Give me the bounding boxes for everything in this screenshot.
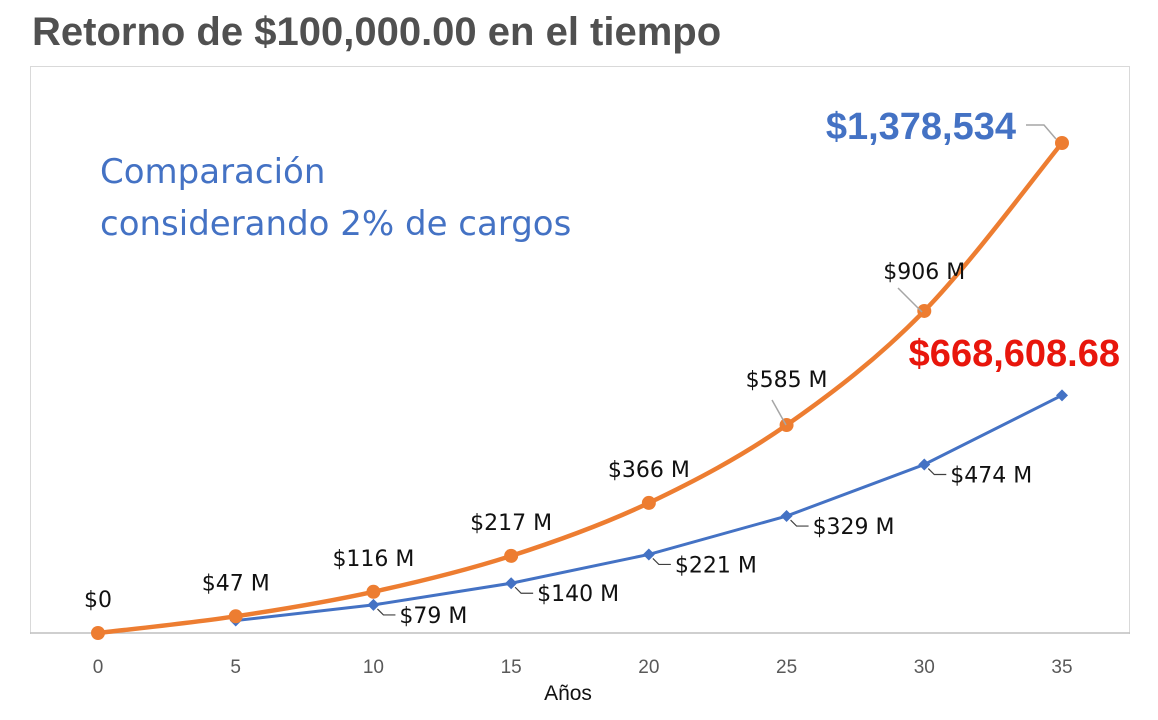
x-axis-title: Años: [544, 682, 592, 705]
data-label-a: $217 M: [470, 511, 552, 536]
final-value-label-b: $668,608.68: [909, 333, 1120, 375]
data-label-a: $47 M: [202, 571, 270, 596]
data-label-a: $585 M: [746, 368, 828, 393]
leader-line: [897, 287, 923, 313]
data-label-b: $329 M: [813, 515, 895, 540]
data-label-b: $474 M: [950, 464, 1032, 489]
series-a-point: [641, 495, 656, 510]
leader-line: [377, 608, 396, 616]
leader-line: [652, 558, 671, 566]
series-b-point: [1056, 389, 1068, 402]
chart-title: Retorno de $100,000.00 en el tiempo: [32, 10, 722, 54]
subtitle-line-1: Comparación: [100, 152, 326, 192]
series-a-point: [1055, 136, 1069, 150]
leader-line: [514, 586, 534, 594]
series-a-point: [504, 548, 519, 563]
series-a-point: [779, 418, 794, 433]
data-label-a: $116 M: [332, 547, 414, 572]
data-label-b: $140 M: [537, 582, 619, 607]
plot-area: [30, 66, 1130, 634]
x-tick-label: 30: [914, 657, 935, 678]
data-label-a: $0: [84, 588, 112, 613]
leader-line: [927, 468, 947, 476]
final-value-label-a: $1,378,534: [826, 106, 1016, 148]
series-a-point: [917, 303, 932, 318]
series-a-point: [228, 609, 243, 624]
data-label-b: $221 M: [675, 553, 757, 578]
series-b-point: [642, 548, 655, 561]
series-b-point: [505, 577, 518, 590]
x-tick-label: 5: [230, 657, 241, 678]
series-b-point: [780, 510, 793, 523]
series-line-a: [97, 141, 1064, 636]
x-tick-label: 0: [93, 657, 104, 678]
series-a-point: [366, 584, 381, 599]
subtitle-line-2: considerando 2% de cargos: [100, 204, 572, 244]
series-b-point: [918, 458, 931, 471]
series-b-point: [367, 598, 380, 611]
chart-subtitle: Comparación considerando 2% de cargos: [100, 146, 571, 250]
data-label-a: $366 M: [608, 458, 690, 483]
x-tick-label: 20: [638, 657, 659, 678]
leader-line: [771, 399, 787, 426]
series-a-point: [91, 626, 105, 640]
x-tick-label: 25: [776, 657, 797, 678]
leader-line: [1026, 124, 1057, 140]
x-tick-label: 10: [363, 657, 384, 678]
x-tick-label: 15: [501, 657, 522, 678]
x-tick-label: 35: [1051, 657, 1072, 678]
leader-line: [790, 519, 809, 527]
data-label-a: $906 M: [883, 260, 965, 285]
data-label-b: $79 M: [399, 604, 467, 629]
